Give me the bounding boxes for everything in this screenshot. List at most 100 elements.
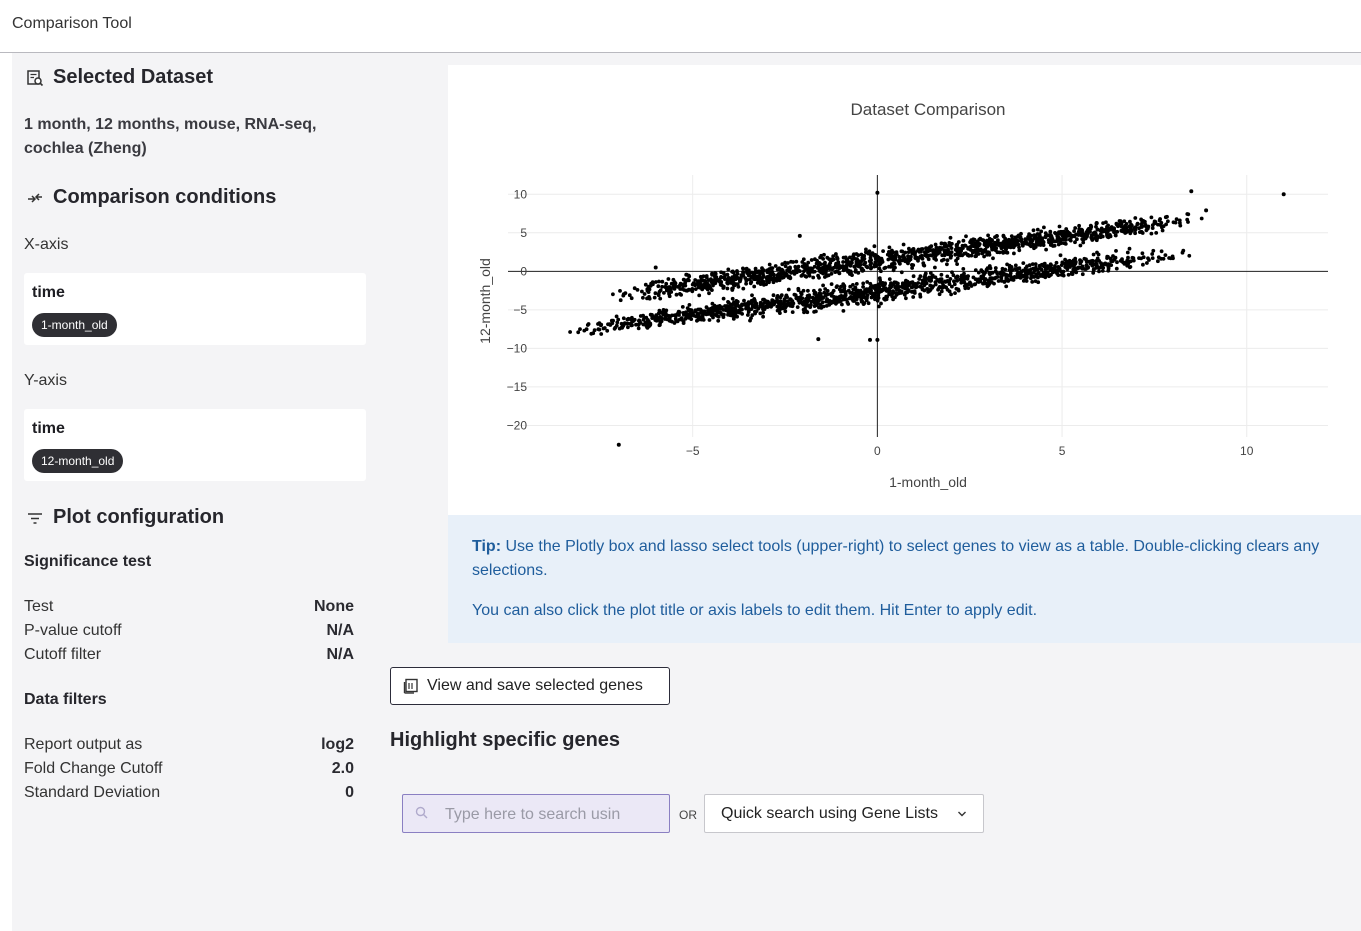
data-point xyxy=(1040,240,1045,245)
data-point xyxy=(886,257,891,262)
data-point xyxy=(906,250,911,255)
data-point xyxy=(747,277,752,282)
data-point xyxy=(760,303,765,308)
data-point xyxy=(798,269,802,273)
data-point xyxy=(949,246,954,251)
quick-search-gene-lists-dropdown[interactable]: Quick search using Gene Lists xyxy=(704,794,984,833)
data-point xyxy=(674,292,679,297)
data-point xyxy=(1146,256,1150,261)
data-point xyxy=(661,308,666,312)
data-point xyxy=(1078,261,1083,266)
data-point xyxy=(702,309,707,314)
data-point xyxy=(1168,256,1173,261)
data-point xyxy=(971,250,975,254)
data-point xyxy=(937,279,942,283)
tip-label: Tip: xyxy=(472,538,502,555)
data-point xyxy=(824,299,829,304)
data-point xyxy=(861,293,866,298)
data-point xyxy=(1000,270,1004,274)
data-point xyxy=(1115,229,1120,234)
data-point xyxy=(1093,231,1097,236)
data-point xyxy=(939,272,944,277)
data-point xyxy=(991,256,995,261)
data-point xyxy=(1135,222,1140,227)
data-point xyxy=(726,306,731,310)
data-point xyxy=(866,301,871,306)
data-point xyxy=(672,313,677,318)
data-point xyxy=(941,283,946,288)
data-point xyxy=(735,269,739,273)
data-point xyxy=(753,277,757,281)
data-point xyxy=(1109,263,1114,267)
data-point xyxy=(911,274,916,279)
scatter-plot[interactable]: −5 0 5 10 10 5 0 −5 −10 −15 −20 Dataset Comparison… xyxy=(448,65,1361,515)
data-point xyxy=(1059,263,1064,267)
data-point xyxy=(924,251,928,255)
data-point xyxy=(1023,266,1028,271)
y-tick-label: −5 xyxy=(513,303,527,317)
data-point xyxy=(899,270,904,275)
data-point xyxy=(1094,259,1098,263)
data-point xyxy=(722,275,727,279)
data-point xyxy=(794,259,799,264)
data-point xyxy=(884,289,889,293)
plot-title[interactable]: Dataset Comparison xyxy=(851,100,1006,119)
data-point xyxy=(672,321,677,325)
data-point xyxy=(1048,229,1053,234)
data-point xyxy=(936,287,940,292)
data-point xyxy=(949,292,953,297)
data-point xyxy=(782,302,787,306)
data-point xyxy=(786,261,790,265)
data-point xyxy=(865,265,870,270)
y-tick-label: −20 xyxy=(507,418,528,432)
x-axis-factor: time xyxy=(32,284,65,301)
data-point xyxy=(877,304,881,309)
plot-ticks: −5 0 5 10 10 5 0 −5 −10 −15 −20 xyxy=(507,187,1254,458)
data-point xyxy=(955,275,960,279)
data-point xyxy=(1030,262,1035,266)
data-point xyxy=(698,285,703,289)
data-point xyxy=(896,285,900,290)
scatter-plot-container[interactable]: −5 0 5 10 10 5 0 −5 −10 −15 −20 Dataset Comparison… xyxy=(448,65,1361,515)
data-point xyxy=(979,276,984,281)
data-point xyxy=(1062,235,1067,240)
data-point xyxy=(1084,263,1089,268)
data-point xyxy=(634,322,638,327)
data-point xyxy=(903,250,908,255)
data-point xyxy=(882,282,887,286)
data-point xyxy=(852,291,856,296)
compare-arrows-icon xyxy=(28,192,42,203)
data-point xyxy=(952,282,957,287)
data-point xyxy=(683,316,688,321)
data-point xyxy=(865,293,870,298)
data-point xyxy=(940,246,944,250)
gene-search-box[interactable] xyxy=(402,794,670,833)
data-point xyxy=(862,253,867,258)
data-point xyxy=(1025,272,1029,276)
data-point xyxy=(897,255,902,259)
data-point xyxy=(815,298,819,303)
data-point xyxy=(1141,262,1145,267)
data-point xyxy=(653,291,658,296)
gene-search-input[interactable] xyxy=(443,803,662,827)
data-point xyxy=(758,276,763,281)
table-list-icon xyxy=(403,678,418,694)
plot-points xyxy=(568,189,1286,447)
data-point xyxy=(801,302,806,307)
dataset-description: 1 month, 12 months, mouse, RNA-seq, coch… xyxy=(24,116,317,157)
data-point xyxy=(955,251,960,256)
data-point xyxy=(1145,261,1149,265)
data-point xyxy=(1140,231,1145,235)
plot-x-label[interactable]: 1-month_old xyxy=(889,474,967,490)
data-point xyxy=(986,250,991,255)
data-point xyxy=(910,290,914,294)
plot-y-label[interactable]: 12-month_old xyxy=(477,258,493,344)
data-point xyxy=(707,318,712,322)
view-save-genes-button[interactable]: View and save selected genes xyxy=(390,667,670,705)
data-point xyxy=(1075,237,1079,242)
data-point xyxy=(783,264,788,269)
data-point xyxy=(730,269,735,274)
data-point xyxy=(831,257,836,262)
data-point xyxy=(939,241,944,246)
data-point xyxy=(1011,239,1016,244)
